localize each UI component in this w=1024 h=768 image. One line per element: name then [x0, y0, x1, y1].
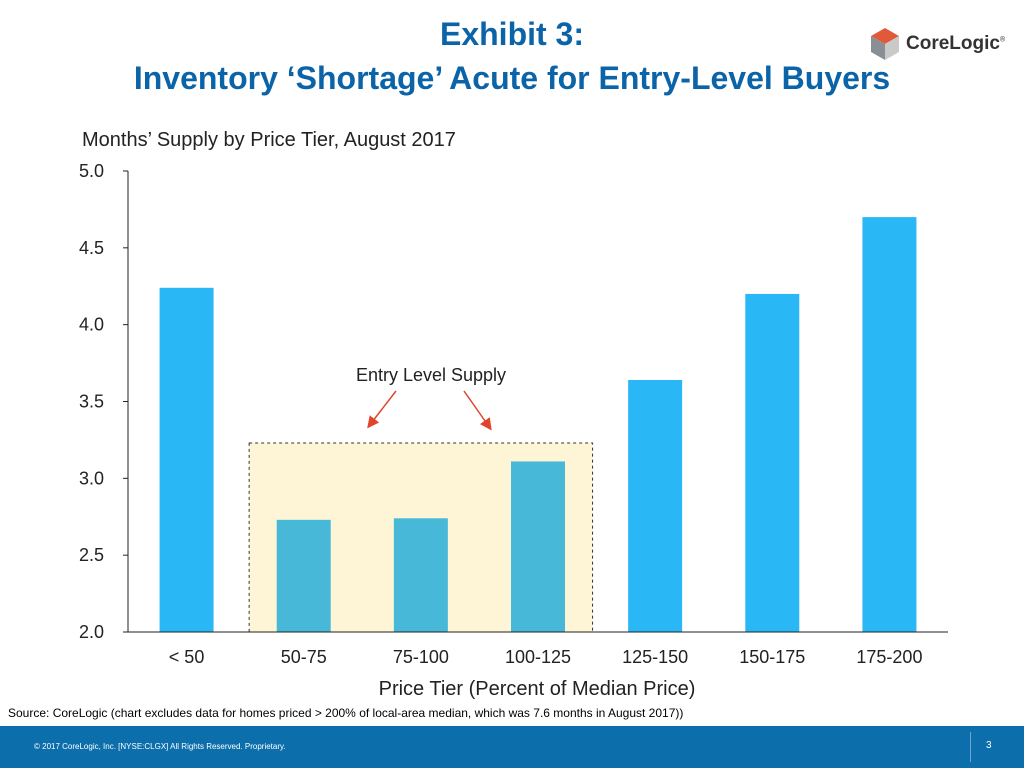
- corelogic-cube-icon: [871, 28, 899, 60]
- x-tick-label: < 50: [169, 647, 205, 667]
- page-number: 3: [986, 740, 992, 751]
- logo-registered-mark: ®: [999, 36, 1006, 44]
- bar-50-75: [276, 519, 331, 632]
- x-tick-label: 50-75: [281, 647, 327, 667]
- y-tick-label: 4.0: [79, 315, 104, 335]
- footer-divider: [970, 732, 971, 762]
- y-tick-label: 3.0: [79, 468, 104, 488]
- bar-175-200: [862, 217, 917, 632]
- source-note: Source: CoreLogic (chart excludes data f…: [8, 706, 684, 720]
- annotation-label: Entry Level Supply: [356, 365, 506, 385]
- bar-150-175: [745, 293, 800, 632]
- x-axis-title: Price Tier (Percent of Median Price): [379, 678, 696, 700]
- slide-title-line2: Inventory ‘Shortage’ Acute for Entry-Lev…: [133, 60, 891, 96]
- annotation-arrow-right: [463, 390, 492, 431]
- x-tick-label: 75-100: [393, 647, 449, 667]
- bar-50: [159, 287, 214, 632]
- x-tick-label: 150-175: [739, 647, 805, 667]
- logo-wordmark: CoreLogic®: [906, 33, 1005, 55]
- x-tick-label: 175-200: [856, 647, 922, 667]
- corelogic-logo: CoreLogic®: [868, 26, 1018, 62]
- footer-copyright: © 2017 CoreLogic, Inc. [NYSE:CLGX] All R…: [34, 742, 286, 751]
- y-tick-label: 4.5: [79, 238, 104, 258]
- annotation-arrow-left: [367, 390, 397, 429]
- bar-125-150: [628, 379, 683, 632]
- slide-title-line1: Exhibit 3:: [439, 16, 584, 52]
- chart-title: Months’ Supply by Price Tier, August 201…: [82, 129, 456, 151]
- y-tick-label: 5.0: [79, 161, 104, 181]
- footer-bar: © 2017 CoreLogic, Inc. [NYSE:CLGX] All R…: [0, 726, 1024, 768]
- bar-75-100: [393, 518, 448, 632]
- logo-text: CoreLogic: [906, 33, 1000, 54]
- y-tick-label: 2.5: [79, 545, 104, 565]
- bar-100-125: [511, 461, 565, 632]
- x-tick-label: 125-150: [622, 647, 688, 667]
- y-tick-label: 2.0: [79, 622, 104, 642]
- x-tick-label: 100-125: [505, 647, 571, 667]
- y-tick-label: 3.5: [79, 392, 104, 412]
